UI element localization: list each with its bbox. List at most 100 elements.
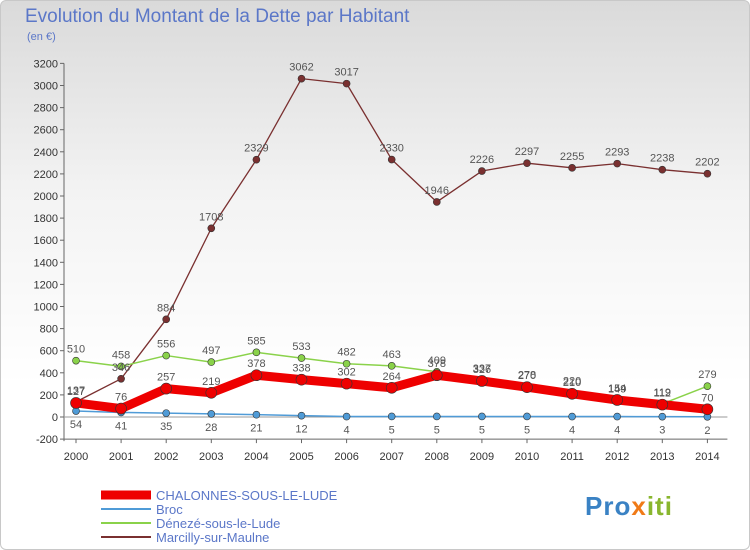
x-tick-label: 2006: [334, 451, 358, 463]
data-label: 4: [614, 425, 620, 437]
data-point: [342, 79, 351, 88]
data-label: 4: [569, 425, 575, 437]
data-label: 326: [473, 364, 491, 376]
data-label: 463: [383, 349, 401, 361]
y-tick-label: 800: [40, 324, 58, 336]
data-point: [701, 403, 714, 416]
data-label: 5: [479, 424, 485, 436]
chart-title: Evolution du Montant de la Dette par Hab…: [25, 6, 410, 27]
data-label: 533: [292, 341, 310, 353]
data-label: 458: [112, 349, 130, 361]
data-point: [523, 412, 531, 421]
data-label: 302: [337, 367, 355, 379]
data-label: 264: [383, 371, 401, 383]
data-label: 1946: [425, 185, 449, 197]
data-label: 220: [563, 376, 581, 388]
data-label: 346: [112, 362, 130, 374]
legend-label: CHALONNES-SOUS-LE-LUDE: [156, 488, 338, 503]
y-tick-label: 0: [52, 412, 58, 424]
data-point: [478, 167, 486, 175]
data-label: 137: [67, 385, 85, 397]
x-tick-label: 2009: [470, 451, 494, 463]
x-tick-label: 2001: [109, 451, 133, 463]
legend-label: Marcilly-sur-Maulne: [156, 530, 269, 545]
data-label: 2255: [560, 151, 584, 163]
data-point: [160, 382, 172, 395]
data-label: 270: [518, 370, 536, 382]
y-tick-label: 200: [40, 390, 58, 402]
y-tick-label: 1000: [34, 302, 58, 314]
data-label: 378: [428, 358, 446, 370]
data-label: 497: [202, 345, 220, 357]
x-tick-label: 2003: [199, 451, 223, 463]
data-point: [703, 169, 712, 178]
data-point: [385, 382, 398, 394]
data-label: 154: [608, 383, 626, 395]
y-tick-label: 1400: [34, 257, 58, 269]
data-label: 5: [389, 424, 395, 436]
y-tick-label: 2000: [34, 191, 58, 203]
data-label: 5: [434, 424, 440, 436]
data-point: [207, 224, 216, 233]
data-point: [430, 369, 443, 382]
data-label: 4: [344, 425, 350, 437]
data-point: [342, 359, 351, 368]
data-point: [523, 159, 531, 167]
x-tick-label: 2000: [64, 451, 88, 463]
data-label: 12: [295, 424, 307, 436]
data-point: [476, 375, 488, 387]
x-tick-label: 2005: [289, 451, 313, 463]
data-point: [658, 412, 667, 421]
data-point: [162, 351, 170, 360]
x-tick-label: 2002: [154, 451, 178, 463]
data-label: 585: [247, 335, 265, 347]
data-point: [162, 315, 170, 324]
x-tick-label: 2010: [515, 451, 539, 463]
proxiti-logo: Proxiti: [585, 491, 673, 521]
data-point: [613, 159, 622, 168]
data-label: 378: [247, 358, 265, 370]
data-point: [566, 387, 578, 400]
data-label: 510: [67, 344, 85, 356]
data-point: [117, 362, 125, 371]
data-point: [115, 402, 127, 415]
data-label: 54: [70, 419, 82, 431]
data-label: 119: [654, 387, 672, 399]
data-point: [656, 398, 669, 411]
data-point: [387, 362, 396, 370]
data-label: 257: [157, 372, 175, 384]
data-label: 338: [292, 363, 310, 375]
data-label: 2202: [695, 157, 719, 169]
data-label: 2330: [379, 143, 403, 155]
data-label: 3: [659, 425, 665, 437]
data-label: 2329: [244, 143, 268, 155]
y-tick-label: 400: [40, 368, 58, 380]
data-point: [295, 373, 308, 386]
data-label: 28: [205, 422, 217, 434]
data-point: [387, 412, 396, 421]
data-label: 76: [115, 392, 127, 404]
data-point: [252, 155, 261, 164]
data-label: 2297: [515, 146, 539, 158]
x-tick-label: 2007: [379, 451, 403, 463]
data-point: [297, 354, 306, 362]
data-label: 112: [654, 388, 672, 400]
legend-label: Broc: [156, 502, 183, 517]
y-tick-label: 1200: [34, 279, 58, 291]
x-tick-label: 2008: [425, 451, 449, 463]
data-point: [207, 358, 216, 366]
data-point: [117, 374, 125, 383]
data-point: [252, 348, 261, 357]
x-tick-label: 2014: [695, 451, 719, 463]
data-point: [250, 369, 263, 382]
data-label: 35: [160, 421, 172, 433]
data-point: [72, 356, 80, 365]
y-tick-label: 2200: [34, 169, 58, 181]
y-tick-label: 1800: [34, 213, 58, 225]
y-tick-label: 3200: [34, 58, 58, 70]
data-label: 2226: [470, 154, 494, 166]
data-label: 482: [337, 347, 355, 359]
data-label: 41: [115, 420, 127, 432]
